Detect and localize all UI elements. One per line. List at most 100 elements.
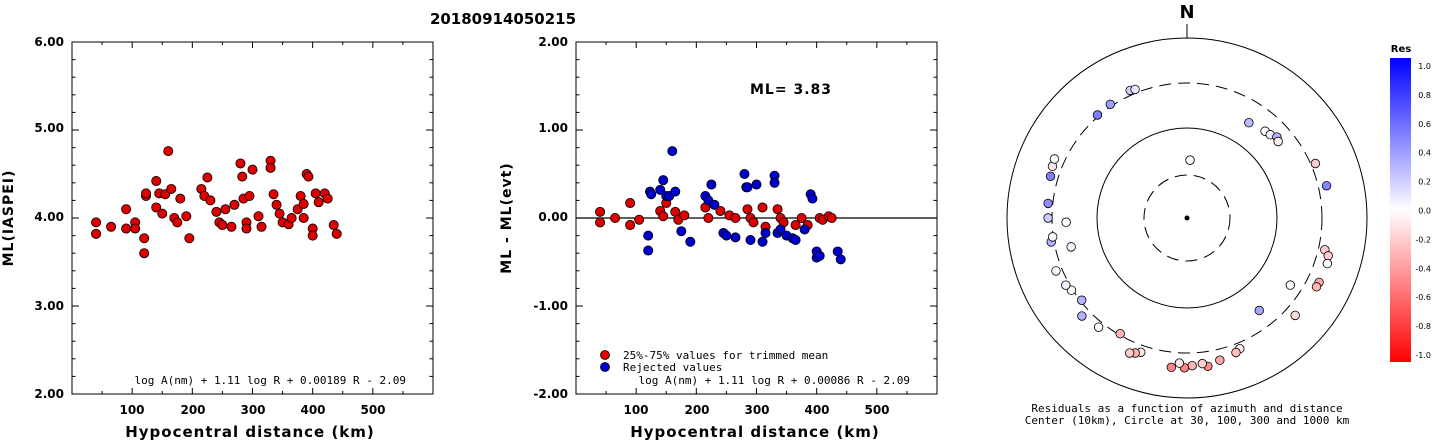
data-point (271, 199, 282, 210)
trimmed-point (679, 210, 690, 221)
station-point (1093, 322, 1104, 332)
data-point (151, 202, 162, 213)
data-point (235, 158, 246, 169)
station-point (1043, 198, 1053, 209)
rejected-point (757, 236, 768, 247)
circle-30km (1143, 174, 1231, 262)
rejected-point (709, 199, 720, 210)
station-point (1061, 217, 1071, 227)
station-point (1077, 311, 1087, 321)
rejected-point (676, 226, 687, 237)
station-point (1323, 251, 1333, 261)
legend-label-trimmed: 25%-75% values for trimmed mean (623, 349, 828, 362)
data-point (310, 188, 321, 199)
tick-marks (71, 41, 434, 395)
data-point (91, 217, 102, 228)
colorbar-tick-label: 0.4 (1418, 149, 1431, 158)
station-point (1322, 258, 1333, 269)
data-points (91, 146, 342, 259)
data-point (322, 193, 333, 204)
colorbar-gradient (1390, 58, 1411, 362)
colorbar-tick-label: 0.0 (1418, 207, 1431, 216)
data-point (175, 193, 186, 204)
station-point (1043, 213, 1053, 223)
data-point (274, 208, 285, 219)
plot-frame (71, 41, 434, 395)
data-point (237, 171, 248, 182)
legend-marker-rejected (600, 362, 610, 372)
rejected-point (643, 245, 654, 256)
figure-title: 20180914050215 (430, 10, 576, 28)
x-axis-label: Hypocentral distance (km) (125, 423, 375, 441)
xtick-label: 300 (240, 403, 265, 417)
data-point (151, 176, 162, 187)
ytick-label: 1.00 (538, 121, 568, 135)
rejected-point (835, 254, 846, 265)
trimmed-point (634, 214, 645, 225)
data-point (157, 208, 168, 219)
station-point (1105, 99, 1115, 109)
data-point (121, 204, 132, 215)
y-axis-label: ML(IASPEI) (1, 170, 17, 267)
colorbar-tick-label: 0.2 (1418, 178, 1431, 187)
data-point (331, 228, 342, 239)
station-point (1115, 329, 1125, 339)
legend-marker-trimmed (600, 350, 610, 360)
station-point (1285, 280, 1296, 290)
station-point (1215, 355, 1225, 365)
xtick-label: 400 (300, 403, 325, 417)
rejected-point (721, 230, 732, 241)
data-point (229, 199, 240, 210)
rejected-point (655, 184, 666, 195)
data-point (211, 206, 222, 217)
rejected-point (775, 224, 786, 235)
data-point (241, 223, 252, 234)
rejected-point (739, 168, 750, 179)
data-point (256, 221, 267, 232)
data-point (172, 217, 183, 228)
ytick-label: 0.00 (538, 210, 568, 224)
data-point (202, 172, 213, 183)
station-point (1321, 181, 1332, 191)
data-point (298, 198, 309, 209)
station-point (1124, 348, 1135, 358)
data-point (313, 197, 324, 208)
station-point (1187, 360, 1197, 371)
rejected-point (667, 146, 678, 157)
station-point (1311, 282, 1322, 292)
ytick-label: 6.00 (34, 35, 64, 49)
rejected-point (769, 177, 780, 188)
rejected-point (706, 179, 717, 190)
data-point (205, 195, 216, 206)
rejected-point (790, 234, 801, 245)
data-point (220, 204, 231, 215)
trimmed-point (742, 204, 753, 215)
trimmed-point (625, 220, 636, 231)
north-label: N (1179, 2, 1194, 23)
colorbar-tick-label: -0.4 (1415, 264, 1431, 273)
legend-label-rejected: Rejected values (623, 361, 722, 374)
data-point (121, 223, 132, 234)
station-point (1051, 266, 1061, 276)
x-axis-label: Hypocentral distance (km) (630, 423, 880, 441)
station-point (1049, 154, 1060, 164)
center-point (1184, 215, 1190, 221)
formula-label: log A(nm) + 1.11 log R + 0.00086 R - 2.0… (638, 374, 910, 387)
y-axis-label: ML - ML(evt) (499, 162, 515, 273)
rejected-point (745, 234, 756, 245)
data-point (184, 233, 195, 244)
data-point (91, 228, 102, 239)
trimmed-point (715, 205, 726, 216)
data-point (139, 248, 150, 259)
colorbar-tick-label: 0.6 (1418, 120, 1431, 129)
trimmed-point (610, 212, 621, 223)
rejected-point (760, 227, 771, 238)
data-point (328, 220, 339, 231)
colorbar-title: Res (1391, 44, 1411, 55)
data-point (130, 223, 141, 234)
ml-value-label: ML= 3.83 (750, 82, 832, 98)
station-point (1066, 242, 1076, 252)
data-point (139, 233, 150, 244)
station-point (1045, 171, 1056, 181)
